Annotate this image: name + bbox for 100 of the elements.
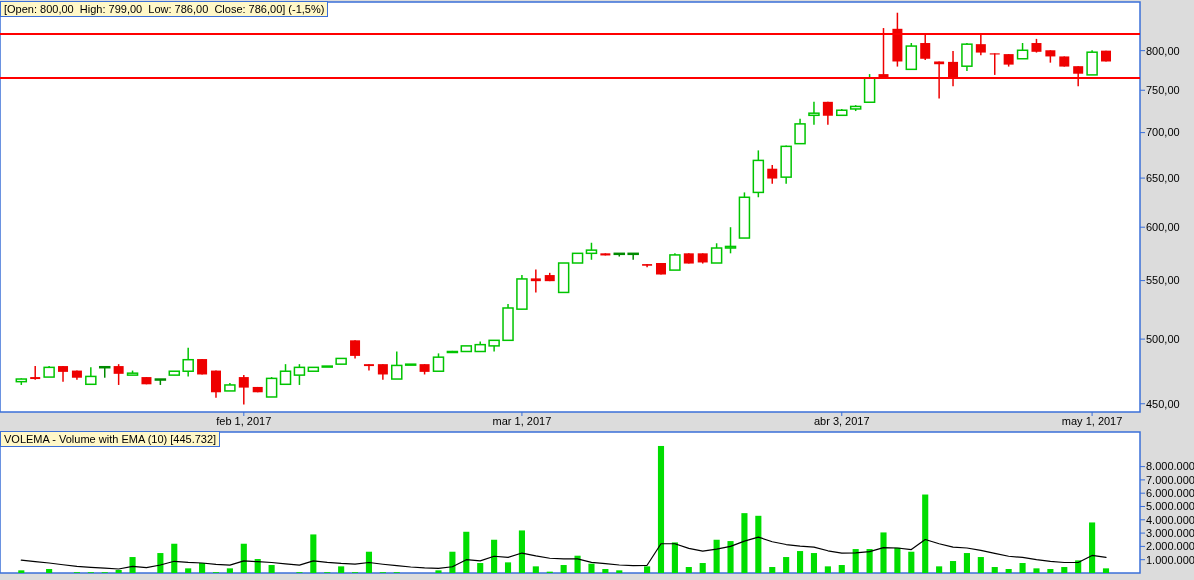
candlestick xyxy=(934,60,945,100)
candlestick xyxy=(363,363,374,372)
bar xyxy=(908,551,915,573)
candlestick xyxy=(920,33,931,61)
bar xyxy=(1102,568,1110,573)
bar xyxy=(880,532,887,573)
y-tick-label: 800,00 xyxy=(1146,44,1180,57)
bar xyxy=(1075,560,1082,573)
bar xyxy=(977,557,984,573)
bar xyxy=(1047,569,1054,573)
bar xyxy=(310,534,317,573)
candlestick xyxy=(265,376,278,398)
bar xyxy=(949,561,957,573)
bar xyxy=(727,541,734,573)
bar xyxy=(991,567,998,573)
bar xyxy=(46,569,53,573)
bar xyxy=(671,542,678,573)
bar xyxy=(894,547,901,573)
bar xyxy=(922,494,929,573)
y-tick-label: 1.000.000 xyxy=(1146,553,1194,566)
x-tick-label: abr 3, 2017 xyxy=(813,415,870,427)
candlestick xyxy=(350,339,361,360)
candlestick xyxy=(293,363,306,386)
candlestick xyxy=(1086,49,1098,76)
y-tick-label: 750,00 xyxy=(1146,84,1180,97)
bar xyxy=(226,568,233,573)
bar xyxy=(1019,563,1026,573)
bar xyxy=(185,568,192,573)
bar xyxy=(491,539,498,573)
candlestick xyxy=(113,363,124,386)
y-tick-label: 450,00 xyxy=(1146,397,1180,410)
y-tick-label: 8.000.000 xyxy=(1146,460,1194,473)
y-tick-label: 4.000.000 xyxy=(1146,513,1194,526)
bar xyxy=(657,445,665,573)
y-tick-label: 500,00 xyxy=(1146,332,1180,345)
bar xyxy=(254,559,261,573)
x-tick-label: feb 1, 2017 xyxy=(216,415,272,427)
candlestick xyxy=(30,365,41,381)
candlestick xyxy=(710,242,723,264)
bar xyxy=(1089,522,1096,573)
bar xyxy=(560,565,567,573)
bar xyxy=(797,551,804,573)
bar xyxy=(769,567,776,573)
bar xyxy=(755,515,762,573)
bar xyxy=(1005,569,1012,573)
bar xyxy=(741,513,748,573)
candlestick xyxy=(794,117,806,145)
bar xyxy=(699,563,706,573)
candlestick xyxy=(238,374,249,406)
candlestick xyxy=(948,50,959,87)
bar xyxy=(338,566,345,573)
candlestick xyxy=(1073,65,1084,87)
bar xyxy=(644,566,651,573)
candlestick xyxy=(530,268,541,294)
y-tick-label: 600,00 xyxy=(1146,221,1180,234)
bar xyxy=(268,565,275,573)
bar xyxy=(602,569,609,573)
x-tick-label: may 1, 2017 xyxy=(1061,415,1123,427)
bar xyxy=(18,570,25,573)
candlestick xyxy=(975,33,986,57)
bar xyxy=(685,567,692,573)
bar xyxy=(504,562,512,573)
candlestick xyxy=(961,42,973,72)
bar xyxy=(1061,567,1068,573)
candlestick xyxy=(905,42,918,71)
bar xyxy=(588,563,595,573)
candlestick xyxy=(724,226,737,255)
candlestick xyxy=(210,369,221,399)
bar xyxy=(838,565,845,573)
bar xyxy=(616,570,623,573)
bar xyxy=(1033,568,1040,573)
bar xyxy=(115,569,122,573)
x-tick-label: mar 1, 2017 xyxy=(492,415,552,427)
y-tick-label: 700,00 xyxy=(1146,126,1180,139)
bar xyxy=(129,557,136,573)
y-tick-label: 650,00 xyxy=(1146,171,1180,184)
candlestick xyxy=(182,347,194,378)
bar xyxy=(240,543,247,573)
y-tick-label: 2.000.000 xyxy=(1146,540,1194,553)
bar xyxy=(783,557,790,573)
candlestick xyxy=(279,363,292,386)
bar xyxy=(157,553,164,573)
bar xyxy=(810,553,818,573)
bar xyxy=(463,531,470,573)
line-series xyxy=(20,536,1107,570)
chart-title: VOLEMA - Volume with EMA (10) [445.732] xyxy=(0,431,221,447)
candlestick xyxy=(767,164,778,185)
bar xyxy=(171,543,178,573)
y-tick-label: 3.000.000 xyxy=(1146,526,1194,539)
y-tick-label: 550,00 xyxy=(1146,274,1180,287)
bar xyxy=(824,566,831,573)
bar xyxy=(574,555,581,573)
bar xyxy=(852,549,859,573)
candlestick xyxy=(808,101,820,126)
bar xyxy=(936,566,943,573)
y-tick-label: 5.000.000 xyxy=(1146,500,1194,513)
chart-title: [Open: 800,00 High: 799,00 Low: 786,00 Close: 786,00] (-1,5%) xyxy=(0,1,329,17)
bar xyxy=(713,539,720,573)
bar xyxy=(365,551,373,573)
bar xyxy=(963,553,970,573)
